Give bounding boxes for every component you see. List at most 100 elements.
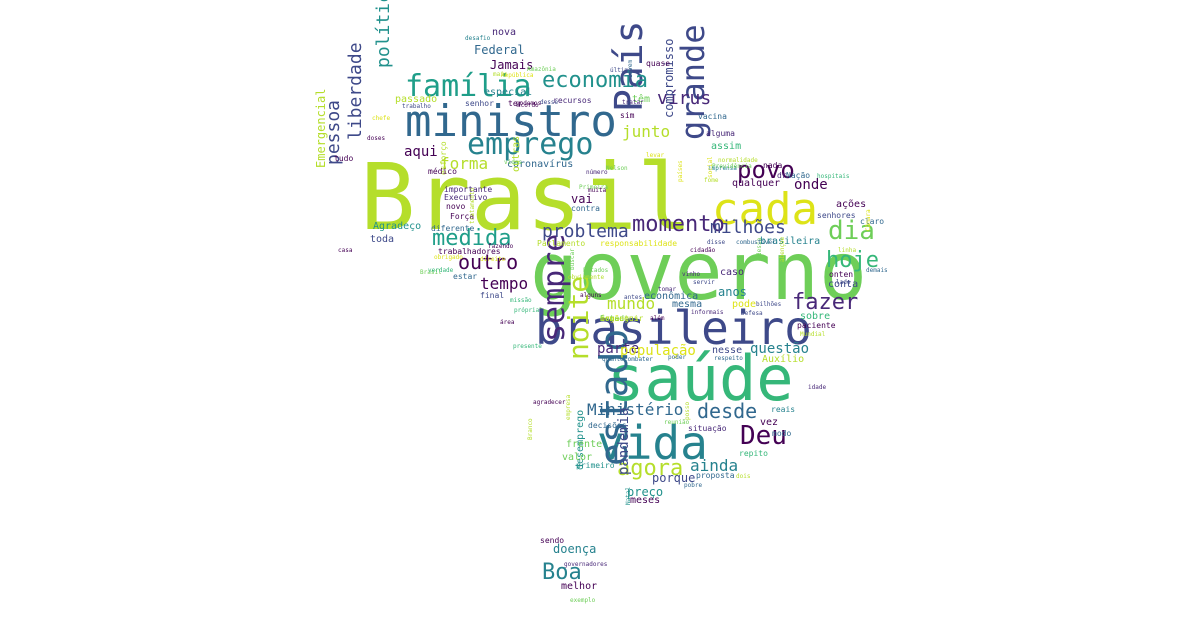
cloud-word: econômica	[644, 291, 699, 302]
cloud-word: obviamente	[568, 274, 605, 281]
cloud-word: Primeira	[579, 184, 608, 191]
cloud-word: medida	[432, 226, 512, 251]
cloud-word: demais	[866, 267, 888, 274]
cloud-word: trabalhadores	[438, 247, 501, 256]
cloud-word: parte	[597, 341, 640, 357]
cloud-word: Nelson	[606, 165, 628, 172]
cloud-word: nada	[763, 161, 783, 170]
cloud-word: liberdade	[345, 42, 366, 140]
cloud-word: melhor	[561, 581, 598, 592]
cloud-word: pode	[732, 299, 757, 310]
cloud-word: preço	[627, 485, 664, 499]
cloud-word: respeito	[714, 355, 743, 362]
cloud-word: caso	[720, 267, 745, 278]
cloud-word: Mundial	[800, 331, 826, 338]
cloud-word: exemplo	[570, 597, 596, 604]
cloud-word: combustível	[736, 239, 776, 246]
cloud-word: toda	[370, 234, 395, 245]
cloud-word: Branco	[527, 418, 534, 440]
cloud-word: onten	[829, 270, 854, 279]
cloud-word: Ministério	[587, 400, 684, 419]
cloud-word: proposta	[696, 471, 735, 480]
cloud-word: nova	[492, 27, 517, 38]
cloud-word: presente	[513, 343, 542, 350]
cloud-word: estar	[453, 272, 478, 281]
cloud-word: ações	[836, 199, 867, 210]
cloud-word: antes	[624, 294, 643, 301]
cloud-word: Câmara	[865, 209, 872, 231]
cloud-word: Executivo	[444, 193, 488, 202]
cloud-word: novo	[446, 202, 466, 211]
cloud-word: conseguir	[600, 314, 644, 323]
cloud-word: desafio	[465, 35, 491, 42]
cloud-word: alguns	[580, 292, 602, 299]
cloud-word: coronavírus	[507, 159, 574, 170]
cloud-word: último	[610, 67, 632, 74]
cloud-word: sendo	[540, 536, 565, 545]
cloud-word: vírus	[657, 88, 712, 109]
cloud-word: sobre	[800, 311, 831, 322]
cloud-word: Auxílio	[762, 354, 805, 365]
cloud-word: vinho	[682, 271, 701, 278]
cloud-word: doença	[553, 542, 597, 556]
cloud-word: momento	[632, 212, 725, 237]
cloud-word: sim	[620, 111, 635, 120]
cloud-word: disse	[707, 239, 726, 246]
cloud-word: outras	[511, 135, 522, 172]
cloud-word: população	[620, 343, 696, 359]
cloud-word: momentos	[600, 314, 639, 323]
cloud-word: dr	[777, 171, 787, 180]
cloud-word: emprego	[467, 127, 594, 162]
cloud-word: levar	[646, 152, 665, 159]
cloud-word: passado	[395, 94, 438, 105]
cloud-word: importante	[444, 185, 493, 194]
cloud-word: governadores	[564, 561, 608, 568]
cloud-word: Jamais	[490, 58, 534, 72]
cloud-word: claro	[860, 217, 885, 226]
cloud-word: hoje	[826, 248, 879, 273]
cloud-word: Federal	[474, 43, 525, 57]
cloud-word: acordo	[517, 102, 539, 109]
cloud-word: ministro	[405, 96, 617, 147]
cloud-word: final	[480, 291, 505, 300]
cloud-word: situação	[688, 424, 727, 433]
cloud-word: tempo	[480, 274, 529, 293]
cloud-word: cidadão	[690, 247, 716, 254]
cloud-word: tudo	[334, 154, 354, 163]
cloud-word: primeiro	[576, 461, 615, 470]
cloud-word: povo	[737, 156, 795, 184]
cloud-word: conta	[828, 279, 859, 290]
cloud-word: especial	[484, 87, 533, 98]
cloud-word: economia	[542, 68, 648, 93]
cloud-word: família	[405, 69, 532, 104]
cloud-word: bilhões	[756, 301, 782, 308]
cloud-word: junto	[622, 122, 671, 141]
cloud-word: qualquer	[732, 178, 781, 189]
cloud-word: Agradeço	[373, 221, 422, 232]
cloud-word: informais	[691, 309, 724, 316]
cloud-word: têm	[632, 94, 651, 105]
cloud-word: ter	[508, 99, 523, 108]
cloud-word: aqui	[404, 144, 438, 160]
cloud-word: lado	[836, 279, 851, 286]
cloud-word: República	[501, 72, 534, 79]
cloud-word: vidas	[504, 159, 523, 166]
cloud-word: número	[586, 169, 608, 176]
cloud-word: quase	[646, 59, 671, 68]
cloud-word: modo	[772, 429, 792, 438]
cloud-word: normalidade	[718, 157, 758, 164]
cloud-word: obrigado	[434, 254, 463, 261]
cloud-word: ainda	[690, 456, 739, 475]
cloud-word: diferente	[431, 224, 475, 233]
cloud-word: muita	[588, 187, 607, 194]
cloud-word: Força	[450, 212, 475, 221]
cloud-word: Estado	[600, 314, 629, 323]
cloud-word: idade	[808, 384, 827, 391]
cloud-word: alguma	[706, 129, 735, 138]
cloud-word: agora	[617, 456, 684, 481]
cloud-word: vacina	[698, 112, 727, 121]
cloud-word: vai	[571, 192, 593, 206]
cloud-word: casa	[338, 247, 353, 254]
cloud-word: países	[677, 160, 684, 182]
